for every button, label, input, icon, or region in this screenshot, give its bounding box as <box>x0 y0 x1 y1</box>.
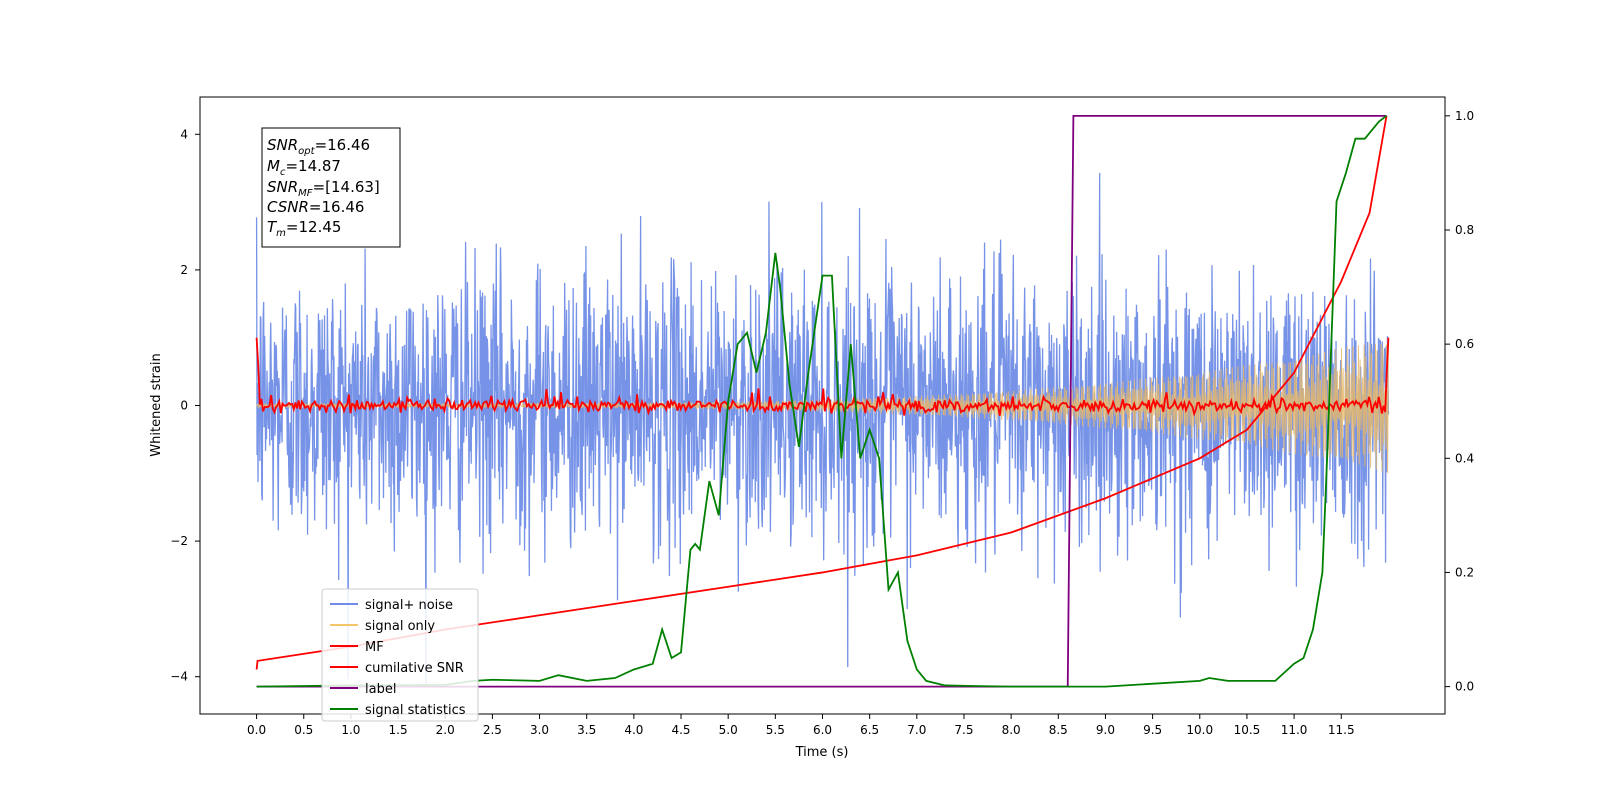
y-axis-label: Whitened strain <box>149 353 164 456</box>
y-tick-label: 2 <box>180 263 188 277</box>
y-tick-label: −2 <box>170 534 188 548</box>
x-tick-label: 0.5 <box>294 723 313 737</box>
annotation-line-snr-opt: SNRopt=16.46 <box>267 136 370 157</box>
x-tick-label: 4.5 <box>671 723 690 737</box>
annotation-line-snr-mf: SNRMF=[14.63] <box>267 178 380 199</box>
legend-entry-cumulative-snr: cumilative SNR <box>330 661 464 676</box>
legend-label-mf: MF <box>365 640 384 655</box>
y-axis-right: 1.0 0.8 0.6 0.4 0.2 0.0 <box>1445 109 1474 694</box>
stats-annotation: SNRopt=16.46 Mc=14.87 SNRMF=[14.63] CSNR… <box>261 127 401 248</box>
x-tick-label: 5.5 <box>766 723 785 737</box>
annotation-line-csnr: CSNR=16.46 <box>267 198 364 216</box>
y2-tick-label: 0.4 <box>1455 451 1474 465</box>
x-tick-label: 6.5 <box>860 723 879 737</box>
y-axis-left: 4 2 0 −2 −4 <box>170 127 200 684</box>
annotation-line-tm: Tm=12.45 <box>267 218 341 239</box>
x-tick-label: 3.5 <box>577 723 596 737</box>
annotation-line-mc: Mc=14.87 <box>267 157 341 178</box>
y2-tick-label: 0.6 <box>1455 337 1474 351</box>
series-signal-statistics <box>256 115 1388 688</box>
legend: signal+ noise signal only MF cumilative … <box>321 588 479 722</box>
legend-entry-signal-only: signal only <box>330 619 435 634</box>
legend-label-signal-statistics: signal statistics <box>365 703 466 718</box>
x-tick-label: 8.5 <box>1049 723 1068 737</box>
x-tick-label: 0.0 <box>247 723 266 737</box>
legend-box <box>321 588 479 722</box>
x-tick-label: 10.0 <box>1186 723 1213 737</box>
legend-label-cumulative-snr: cumilative SNR <box>365 661 464 676</box>
x-tick-label: 7.5 <box>954 723 973 737</box>
x-tick-label: 2.5 <box>483 723 502 737</box>
x-tick-label: 5.0 <box>719 723 738 737</box>
legend-label-label: label <box>365 682 396 697</box>
legend-entry-label: label <box>330 682 396 697</box>
y2-tick-label: 0.2 <box>1455 565 1474 579</box>
y2-tick-label: 0.8 <box>1455 223 1474 237</box>
legend-entry-signal-noise: signal+ noise <box>330 598 453 613</box>
x-tick-label: 1.5 <box>389 723 408 737</box>
x-tick-label: 9.5 <box>1143 723 1162 737</box>
x-axis: 0.0 0.5 1.0 1.5 2.0 2.5 3.0 3.5 4.0 4.5 5.0 5.5 6.0 6… <box>247 714 1355 737</box>
x-tick-label: 2.0 <box>436 723 455 737</box>
x-tick-label: 9.0 <box>1096 723 1115 737</box>
legend-entry-signal-statistics: signal statistics <box>330 703 466 718</box>
y-tick-label: 0 <box>180 399 188 413</box>
x-tick-label: 8.0 <box>1002 723 1021 737</box>
x-axis-label: Time (s) <box>795 745 849 760</box>
y-tick-label: −4 <box>170 670 188 684</box>
series-signal-noise <box>255 172 1390 684</box>
x-tick-label: 10.5 <box>1234 723 1261 737</box>
x-tick-label: 7.0 <box>907 723 926 737</box>
series-mf <box>255 337 1390 417</box>
x-tick-label: 11.5 <box>1328 723 1355 737</box>
x-tick-label: 6.0 <box>813 723 832 737</box>
annotation-box <box>261 127 401 248</box>
legend-entry-mf: MF <box>330 640 384 655</box>
x-tick-label: 11.0 <box>1281 723 1308 737</box>
y2-tick-label: 0.0 <box>1455 680 1474 694</box>
legend-label-signal-only: signal only <box>365 619 435 634</box>
x-tick-label: 1.0 <box>341 723 360 737</box>
series-label <box>256 114 1387 688</box>
legend-label-signal-noise: signal+ noise <box>365 598 453 613</box>
x-tick-label: 3.0 <box>530 723 549 737</box>
y-tick-label: 4 <box>180 127 188 141</box>
x-tick-label: 4.0 <box>624 723 643 737</box>
y2-tick-label: 1.0 <box>1455 109 1474 123</box>
